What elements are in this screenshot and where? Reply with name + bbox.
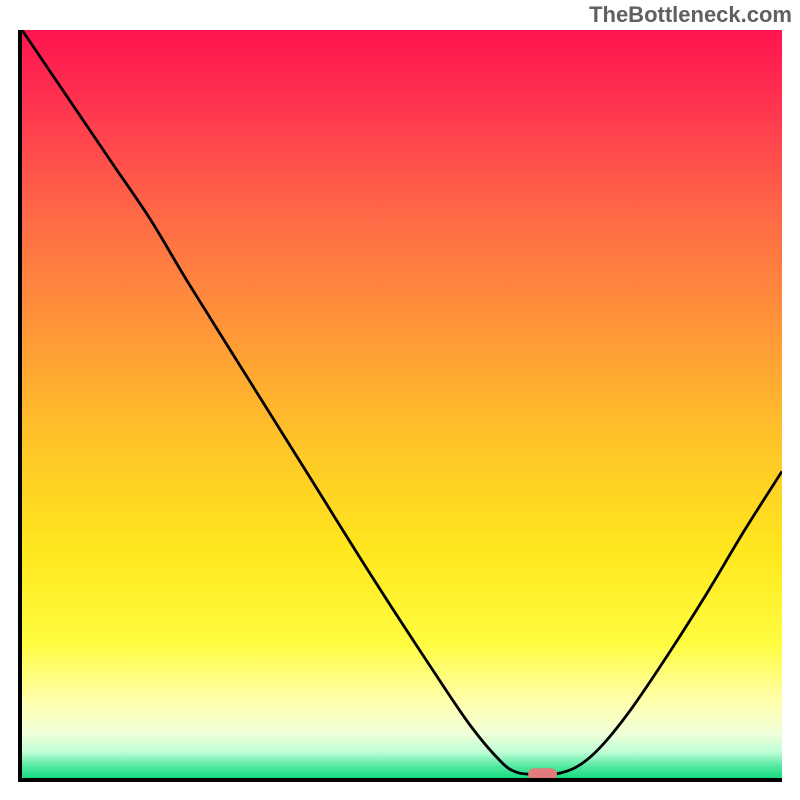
plot-area [18,30,782,782]
optimal-marker [528,768,557,778]
bottleneck-chart: TheBottleneck.com [0,0,800,800]
bottleneck-curve [22,30,782,778]
watermark-text: TheBottleneck.com [589,2,792,28]
